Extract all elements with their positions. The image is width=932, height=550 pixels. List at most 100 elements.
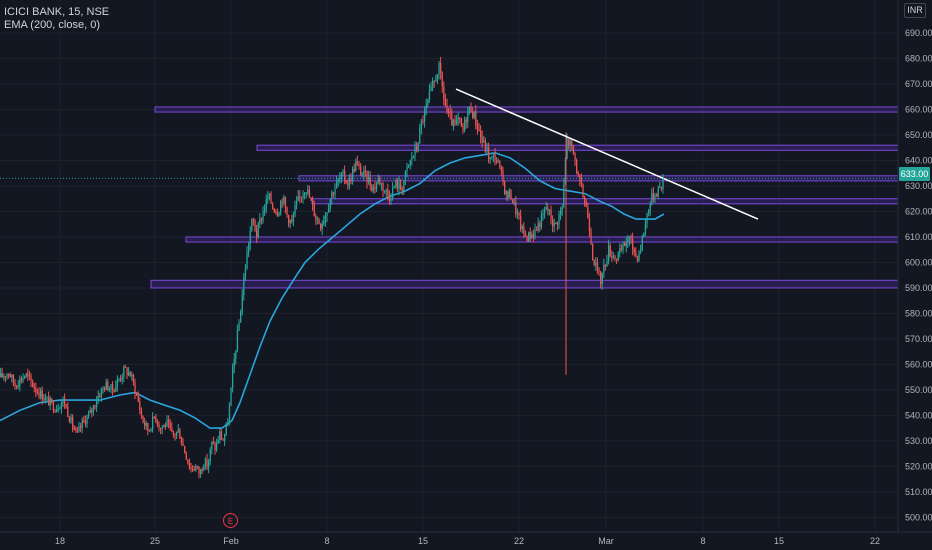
candle-body	[268, 193, 271, 198]
candle-body	[84, 420, 87, 425]
x-tick-label: 15	[774, 536, 784, 546]
y-tick-label: 620.00	[905, 206, 932, 216]
candle-body	[89, 410, 91, 414]
candle-body	[260, 219, 263, 221]
candle-body	[124, 366, 127, 368]
candle-body	[94, 405, 96, 407]
y-tick-label: 670.00	[905, 79, 932, 89]
candle-body	[504, 181, 506, 194]
candle-body	[420, 120, 423, 128]
candle-body	[486, 147, 488, 152]
candle-body	[292, 214, 295, 222]
candle-body	[256, 230, 258, 238]
candle-body	[220, 431, 223, 440]
candle-body	[329, 199, 331, 209]
candle-body	[198, 466, 200, 475]
candle-body	[358, 163, 360, 166]
candle-body	[568, 138, 570, 146]
candle-body	[264, 209, 266, 212]
candle-body	[33, 386, 35, 389]
candle-body	[302, 194, 304, 198]
candle-body	[588, 218, 591, 231]
candle-body	[601, 272, 603, 285]
candle-body	[80, 426, 82, 428]
candle-body	[321, 224, 323, 229]
candle-body	[169, 422, 171, 428]
candle-body	[372, 187, 375, 191]
candle-body	[97, 396, 99, 402]
candle-body	[158, 424, 160, 428]
candle-body	[81, 420, 83, 428]
currency-badge[interactable]: INR	[904, 3, 926, 18]
candle-body	[388, 194, 391, 201]
grid-lines	[0, 0, 898, 532]
candle-body	[9, 374, 11, 378]
candle-body	[459, 117, 461, 119]
candle-body	[635, 252, 637, 256]
candle-body	[508, 189, 511, 198]
candle-body	[417, 143, 419, 150]
candle-body	[308, 189, 311, 198]
candle-body	[129, 372, 131, 377]
candle-body	[4, 376, 7, 378]
indicator-title[interactable]: EMA (200, close, 0)	[4, 19, 100, 31]
candle-body	[299, 196, 301, 198]
candle-body	[284, 197, 287, 208]
candle-body	[547, 207, 549, 211]
candle-body	[544, 209, 546, 214]
candle-body	[0, 373, 2, 378]
earnings-event-marker[interactable]: E	[223, 513, 238, 528]
candle-body	[219, 431, 221, 441]
symbol-title[interactable]: ICICI BANK, 15, NSE	[4, 6, 110, 18]
candle-body	[160, 427, 162, 429]
candle-body	[465, 119, 467, 122]
candle-body	[32, 381, 34, 387]
candle-body	[270, 193, 272, 204]
y-tick-label: 550.00	[905, 385, 932, 395]
candle-body	[600, 271, 602, 285]
candle-body	[387, 189, 389, 195]
candle-body	[566, 138, 568, 159]
candle-body	[100, 389, 103, 397]
x-tick-label: 8	[324, 536, 329, 546]
candle-body	[441, 72, 443, 87]
candle-body	[211, 441, 213, 450]
candle-body	[360, 165, 362, 175]
candle-body	[432, 81, 434, 87]
candle-body	[145, 423, 147, 426]
y-tick-label: 680.00	[905, 54, 932, 64]
candle-body	[291, 220, 293, 222]
candle-body	[644, 223, 647, 234]
candle-body	[257, 223, 259, 238]
candle-body	[614, 256, 616, 259]
candle-body	[164, 424, 167, 427]
candle-body	[238, 322, 240, 331]
candle-body	[281, 201, 283, 203]
candle-body	[214, 443, 216, 451]
candle-body	[532, 234, 535, 237]
candle-body	[422, 120, 424, 122]
candle-body	[451, 113, 453, 126]
candle-body	[616, 258, 618, 261]
candle-body	[110, 384, 112, 390]
candle-body	[318, 219, 320, 224]
candle-body	[192, 469, 194, 471]
candle-body	[337, 179, 339, 181]
candle-body	[140, 410, 143, 416]
candle-body	[328, 208, 330, 213]
candle-body	[574, 153, 576, 160]
candle-body	[364, 170, 367, 172]
price-zone	[185, 236, 899, 243]
candle-body	[8, 374, 10, 376]
candle-body	[552, 219, 554, 226]
candle-body	[108, 389, 111, 391]
candle-body	[662, 178, 664, 189]
candle-body	[656, 194, 658, 197]
trendline-layer[interactable]	[0, 88, 898, 220]
candle-body	[646, 213, 648, 224]
candle-body	[628, 236, 631, 240]
candle-body	[515, 201, 517, 215]
candle-body	[536, 229, 538, 231]
candle-body	[246, 252, 248, 270]
